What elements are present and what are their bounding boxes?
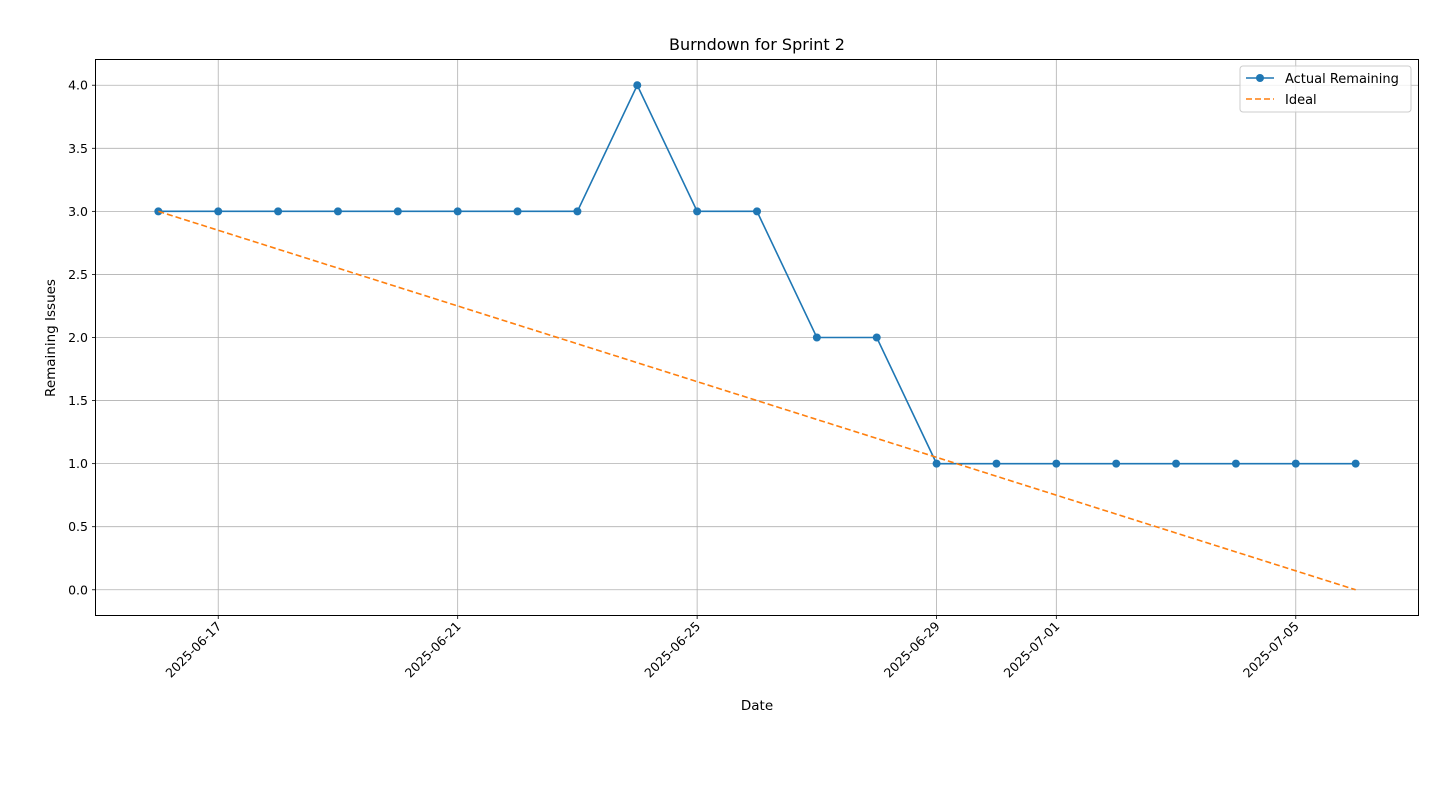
- data-point: [214, 207, 223, 216]
- data-point: [1291, 459, 1300, 468]
- data-point: [154, 207, 163, 216]
- series-layer: [154, 81, 1360, 591]
- data-point: [274, 207, 283, 216]
- legend: Actual Remaining Ideal: [1239, 65, 1412, 113]
- y-tick-label: 0.5: [68, 519, 88, 534]
- y-tick-label: 2.0: [68, 330, 88, 345]
- x-axis-label: Date: [741, 698, 773, 714]
- data-point: [1112, 459, 1121, 468]
- y-tick-label: 3.5: [68, 141, 88, 156]
- data-point: [453, 207, 462, 216]
- data-point: [1351, 459, 1360, 468]
- y-tick-label: 1.0: [68, 456, 88, 471]
- data-point: [932, 459, 941, 468]
- data-point: [872, 333, 881, 342]
- y-tick-label: 3.0: [68, 204, 88, 219]
- data-point: [992, 459, 1001, 468]
- data-point: [693, 207, 702, 216]
- data-point: [753, 207, 761, 216]
- legend-label: Ideal: [1285, 93, 1317, 108]
- data-point: [393, 207, 402, 216]
- legend-marker: [1256, 74, 1264, 82]
- y-axis-label: Remaining Issues: [43, 279, 59, 397]
- data-point: [573, 207, 582, 216]
- data-point: [513, 207, 522, 216]
- data-point: [633, 81, 642, 90]
- data-point: [812, 333, 821, 342]
- series-0: [154, 81, 1360, 468]
- y-tick-label: 1.5: [68, 393, 88, 408]
- data-point: [1052, 459, 1061, 468]
- series-line: [158, 210, 1356, 591]
- y-tick-label: 0.0: [68, 582, 88, 597]
- series-1: [158, 210, 1356, 591]
- legend-label: Actual Remaining: [1285, 72, 1399, 87]
- legend-box: [1239, 65, 1412, 113]
- data-point: [333, 207, 342, 216]
- data-point: [1172, 459, 1181, 468]
- y-tick-label: 4.0: [68, 78, 88, 93]
- data-point: [1231, 459, 1240, 468]
- y-tick-label: 2.5: [68, 267, 88, 282]
- grid-lines: [96, 60, 1418, 615]
- chart-title: Burndown for Sprint 2: [669, 35, 845, 54]
